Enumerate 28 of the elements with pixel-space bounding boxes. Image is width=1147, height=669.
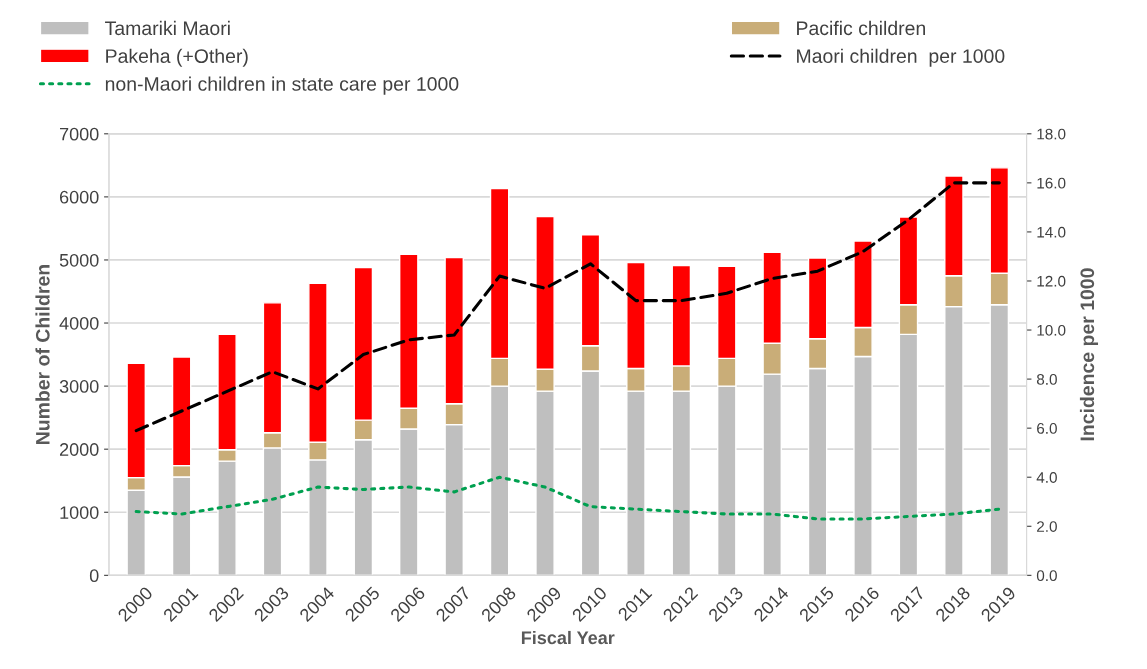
line-series <box>134 181 1001 433</box>
line-series <box>134 475 1001 521</box>
y2-tick-label: 6.0 <box>1037 423 1057 434</box>
y-tick-label: 1000 <box>60 506 99 519</box>
legend-label: Maori children per 1000 <box>797 48 1005 67</box>
y-tick-label: 4000 <box>59 316 99 330</box>
legend-label: Pacific children <box>797 20 925 36</box>
y-tick-label: 2000 <box>59 443 99 456</box>
x-axis-title: Fiscal Year <box>521 630 615 645</box>
y-tick-label: 5000 <box>59 253 99 267</box>
y2-tick-label: 0.0 <box>1036 570 1057 582</box>
y2-tick-label: 18.0 <box>1037 128 1066 140</box>
y-tick-label: 6000 <box>60 190 99 204</box>
y-tick-label: 0 <box>89 569 99 583</box>
legend-label: Tamariki Maori <box>105 20 230 36</box>
y2-tick-label: 16.0 <box>1037 177 1066 189</box>
y2-tick-label: 10.0 <box>1037 324 1066 336</box>
y-axis-title: Number of Children <box>35 265 50 445</box>
y2-axis-title: Incidence per 1000 <box>1079 268 1099 441</box>
y2-tick-label: 8.0 <box>1036 373 1057 385</box>
y-tick-label: 3000 <box>59 380 99 393</box>
y2-tick-label: 2.0 <box>1037 521 1057 532</box>
y2-tick-label: 12.0 <box>1037 275 1066 287</box>
y2-tick-label: 4.0 <box>1036 472 1057 483</box>
legend-label: Pakeha (+Other) <box>106 48 248 67</box>
legend-label: non-Maori children in state care per 1000 <box>105 76 459 95</box>
y-tick-label: 7000 <box>60 127 99 141</box>
y2-tick-label: 14.0 <box>1037 226 1066 238</box>
